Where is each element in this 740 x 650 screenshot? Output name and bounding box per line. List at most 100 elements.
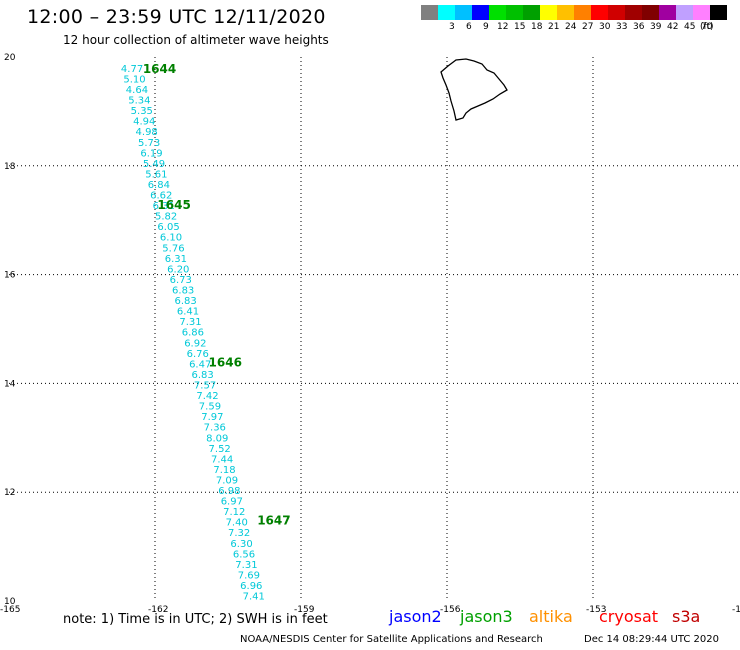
legend-label: 45 (684, 22, 696, 32)
wave-height-label: 5.49 (143, 159, 165, 170)
wave-height-label: 5.34 (128, 96, 150, 107)
wave-height-label: 6.86 (182, 328, 204, 339)
legend-label: 15 (514, 22, 526, 32)
wave-height-label: 6.83 (172, 286, 194, 297)
wave-height-label: 7.57 (194, 380, 216, 391)
wave-height-label: 8.09 (206, 433, 228, 444)
wave-height-label: 6.56 (233, 549, 255, 560)
satellite-s3a: s3a (672, 607, 701, 626)
legend-unit: (ft) (700, 22, 714, 32)
wave-height-label: 6.05 (157, 222, 179, 233)
wave-height-label: 6.31 (153, 201, 175, 212)
legend-label: 6 (466, 22, 472, 32)
legend-label: 42 (667, 22, 679, 32)
wave-height-label: 5.10 (123, 74, 145, 85)
legend-label: 30 (599, 22, 611, 32)
legend-swatch (574, 5, 591, 20)
legend-label: 33 (616, 22, 628, 32)
page-subtitle: 12 hour collection of altimeter wave hei… (63, 33, 329, 47)
wave-height-label: 7.32 (228, 528, 250, 539)
legend-label: 36 (633, 22, 645, 32)
footnote: note: 1) Time is in UTC; 2) SWH is in fe… (63, 612, 328, 627)
wave-height-label: 7.12 (223, 507, 245, 518)
wave-height-label: 6.92 (184, 338, 206, 349)
x-tick-label: -162 (148, 605, 168, 615)
legend-swatch (557, 5, 574, 20)
legend-label: 18 (531, 22, 543, 32)
wave-height-label: 7.41 (243, 592, 265, 603)
wave-height-label: 7.40 (226, 518, 248, 529)
legend-swatch (693, 5, 710, 20)
wave-height-label: 7.52 (209, 444, 231, 455)
legend-label: 27 (582, 22, 594, 32)
legend-label: 70 (701, 22, 713, 32)
legend-swatch (625, 5, 642, 20)
legend-swatch (659, 5, 676, 20)
legend-label: 39 (650, 22, 662, 32)
legend-label: 9 (483, 22, 489, 32)
color-legend: 3 6 9 12 15 18 21 24 27 30 33 36 39 42 45 70 (ft) (421, 5, 731, 35)
wave-height-label: 6.47 (189, 359, 211, 370)
wave-height-label: 6.41 (177, 307, 199, 318)
wave-height-label: 6.84 (148, 180, 170, 191)
wave-height-label: 5.76 (162, 243, 184, 254)
generated-timestamp: Dec 14 08:29:44 UTC 2020 (584, 634, 719, 645)
wave-height-label: 7.97 (201, 412, 223, 423)
wave-height-label: 6.73 (170, 275, 192, 286)
time-marker: 1645 (157, 198, 190, 212)
legend-swatch (608, 5, 625, 20)
legend-label: 21 (548, 22, 560, 32)
x-tick-label: -156 (440, 605, 461, 615)
y-tick-label: 16 (4, 271, 16, 281)
satellite-jason3: jason3 (460, 607, 513, 626)
wave-height-label: 5.61 (145, 169, 167, 180)
legend-swatch (676, 5, 693, 20)
wave-height-label: 7.09 (216, 475, 238, 486)
island-outline (440, 58, 508, 121)
wave-height-label: 6.96 (240, 581, 262, 592)
legend-swatch (591, 5, 608, 20)
wave-height-label: 7.31 (179, 317, 201, 328)
legend-swatch (642, 5, 659, 20)
wave-height-label: 6.20 (167, 264, 189, 275)
wave-height-label: 7.31 (235, 560, 257, 571)
x-tick-label: -153 (586, 605, 606, 615)
wave-height-label: 6.83 (174, 296, 196, 307)
wave-height-label: 4.94 (133, 117, 155, 128)
wave-height-label: 6.97 (221, 497, 243, 508)
time-marker: 1644 (143, 62, 176, 76)
satellite-cryosat: cryosat (599, 607, 659, 626)
y-tick-label: 14 (4, 379, 16, 389)
wave-height-label: 7.59 (199, 402, 221, 413)
legend-swatch (710, 5, 727, 20)
wave-height-label: 5.73 (138, 138, 160, 149)
time-marker: 1646 (209, 356, 242, 370)
wave-height-label: 6.31 (165, 254, 187, 265)
legend-swatch (489, 5, 506, 20)
legend-swatch (421, 5, 438, 20)
legend-swatch (438, 5, 455, 20)
x-tick-label: -15 (732, 605, 740, 615)
legend-swatch (540, 5, 557, 20)
legend-label: 24 (565, 22, 577, 32)
legend-swatch (523, 5, 540, 20)
legend-swatch (506, 5, 523, 20)
legend-label: 3 (449, 22, 455, 32)
page-title: 12:00 – 23:59 UTC 12/11/2020 (27, 6, 326, 28)
legend-swatch (455, 5, 472, 20)
y-tick-label: 20 (4, 53, 16, 63)
wave-height-label: 6.19 (140, 148, 162, 159)
satellite-jason2: jason2 (389, 607, 442, 626)
wave-height-label: 6.30 (230, 539, 252, 550)
y-tick-label: 10 (4, 597, 16, 607)
wave-height-label: 5.82 (155, 212, 177, 223)
wave-height-label: 6.83 (192, 370, 214, 381)
credit-line: NOAA/NESDIS Center for Satellite Applica… (240, 634, 543, 645)
legend-label: 12 (497, 22, 509, 32)
x-tick-label: -159 (294, 605, 315, 615)
legend-swatch (472, 5, 489, 20)
time-marker: 1647 (257, 513, 290, 527)
wave-height-label: 6.62 (150, 191, 172, 202)
wave-height-label: 6.76 (187, 349, 209, 360)
